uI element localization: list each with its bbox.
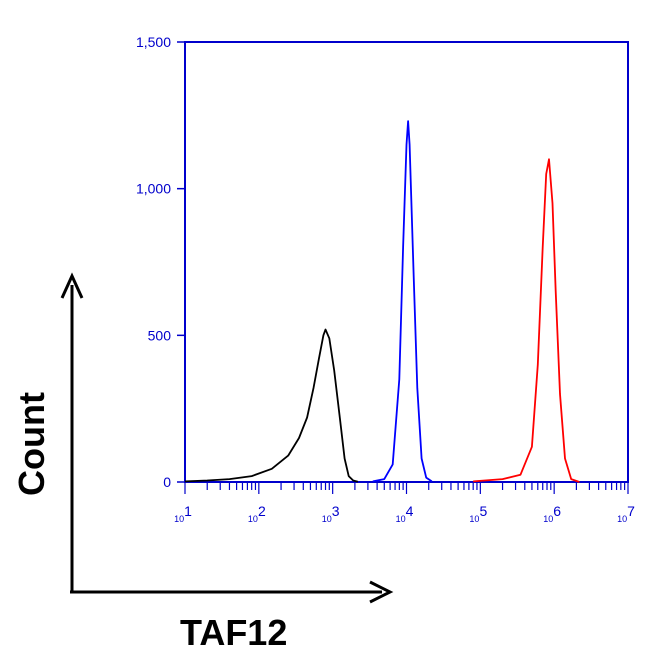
x-tick-label: 103 <box>322 503 340 524</box>
x-arrow-head <box>369 580 394 604</box>
histogram-series-2 <box>372 120 433 483</box>
x-tick-label: 102 <box>248 503 266 524</box>
y-tick-label: 0 <box>163 474 171 490</box>
x-tick-label: 104 <box>396 503 414 524</box>
y-tick-label: 1,000 <box>136 181 171 197</box>
histogram-series-1 <box>184 328 359 483</box>
histogram-series-3 <box>473 158 580 483</box>
x-tick-label: 107 <box>617 503 635 524</box>
x-tick-label: 106 <box>543 503 561 524</box>
x-tick-label: 105 <box>469 503 487 524</box>
y-arrow-head <box>60 272 84 299</box>
y-axis-label: Count <box>11 392 52 496</box>
y-tick-label: 500 <box>148 327 172 343</box>
x-tick-label: 101 <box>174 503 192 524</box>
svg-text:Count: Count <box>11 392 52 496</box>
x-axis-label: TAF12 <box>180 612 288 653</box>
y-tick-label: 1,500 <box>136 34 171 50</box>
